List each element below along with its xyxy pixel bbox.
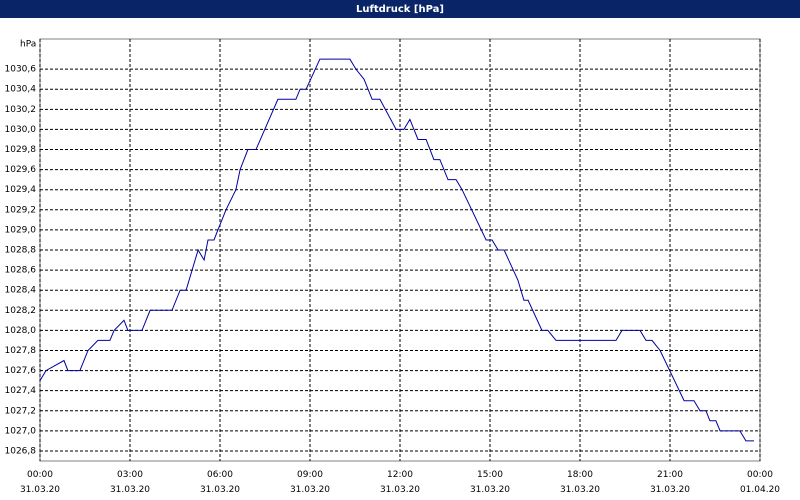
x-tick-label: 00:00 01.04.20 bbox=[740, 470, 780, 495]
x-tick-label: 06:00 31.03.20 bbox=[200, 470, 240, 495]
y-tick-label: 1029,8 bbox=[5, 145, 37, 155]
y-tick-label: 1027,4 bbox=[5, 386, 37, 396]
data-line bbox=[39, 58, 754, 442]
y-tick-label: 1030,0 bbox=[5, 125, 37, 135]
x-tick-label: 21:00 31.03.20 bbox=[650, 470, 690, 495]
y-tick-label: 1030,4 bbox=[5, 85, 37, 95]
chart-title: Luftdruck [hPa] bbox=[356, 4, 444, 15]
y-tick-label: 1030,2 bbox=[5, 105, 37, 115]
y-tick-label: 1027,6 bbox=[5, 366, 37, 376]
y-tick-label: 1030,6 bbox=[5, 65, 37, 75]
title-bar bbox=[0, 0, 800, 18]
x-tick-label: 03:00 31.03.20 bbox=[110, 470, 150, 495]
x-tick-label: 12:00 31.03.20 bbox=[380, 470, 420, 495]
x-tick-label: 15:00 31.03.20 bbox=[470, 470, 510, 495]
y-tick-label: 1026,8 bbox=[5, 446, 37, 456]
y-tick-label: 1029,4 bbox=[5, 185, 37, 195]
y-axis-unit: hPa bbox=[20, 40, 36, 50]
x-tick-label: 09:00 31.03.20 bbox=[290, 470, 330, 495]
y-tick-label: 1027,0 bbox=[5, 426, 37, 436]
x-tick-label: 00:00 31.03.20 bbox=[20, 470, 60, 495]
y-tick-label: 1027,2 bbox=[5, 406, 37, 416]
y-tick-label: 1029,2 bbox=[5, 205, 37, 215]
y-tick-label: 1028,6 bbox=[5, 266, 37, 276]
y-tick-label: 1029,6 bbox=[5, 165, 37, 175]
y-tick-label: 1029,0 bbox=[5, 225, 37, 235]
x-tick-label: 18:00 31.03.20 bbox=[560, 470, 600, 495]
y-tick-label: 1028,2 bbox=[5, 306, 37, 316]
y-tick-label: 1027,8 bbox=[5, 346, 37, 356]
y-tick-label: 1028,4 bbox=[5, 286, 37, 296]
y-tick-label: 1028,8 bbox=[5, 246, 37, 256]
y-tick-label: 1028,0 bbox=[5, 326, 37, 336]
